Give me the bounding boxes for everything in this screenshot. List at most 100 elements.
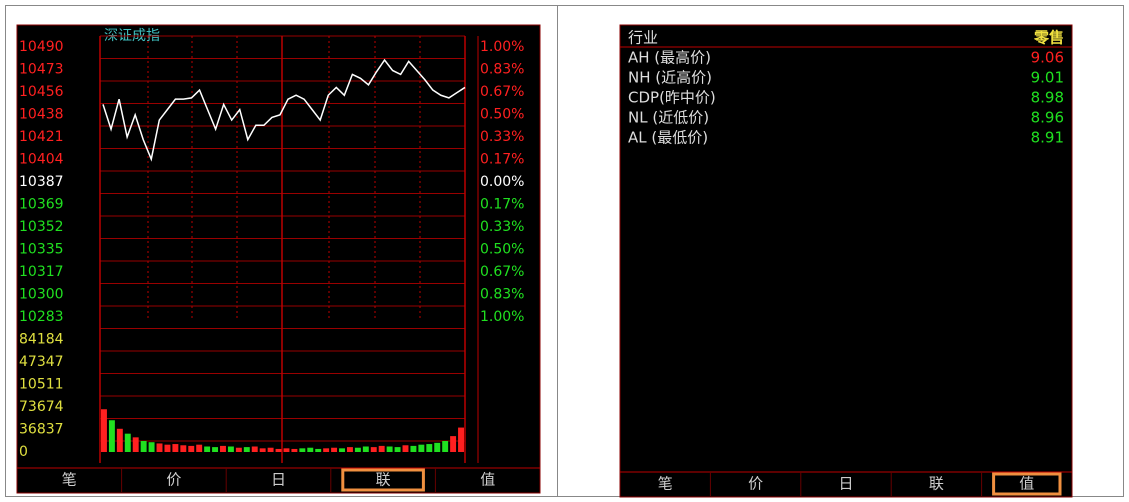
row-label: AL (最低价)	[628, 129, 708, 147]
volume-bar	[124, 433, 131, 452]
tab[interactable]: 值	[1019, 475, 1034, 493]
price-label: 10352	[19, 219, 64, 235]
tab[interactable]: 价	[166, 471, 181, 489]
percent-label: 0.67%	[480, 84, 524, 100]
volume-bar	[101, 409, 107, 452]
tab[interactable]: 联	[929, 475, 944, 493]
volume-bar	[394, 447, 401, 452]
tab[interactable]: 联	[376, 471, 391, 489]
percent-label: 0.50%	[480, 242, 524, 258]
volume-bar	[212, 447, 219, 452]
tab[interactable]: 价	[748, 475, 763, 493]
volume-label: 10511	[19, 377, 64, 393]
price-label: 10387	[19, 174, 64, 190]
header-sector: 零售	[1033, 29, 1064, 47]
tab[interactable]: 值	[480, 471, 495, 489]
volume-bar	[442, 441, 449, 452]
tab[interactable]: 日	[271, 471, 286, 489]
volume-bar	[370, 447, 377, 452]
percent-label: 0.83%	[480, 62, 524, 78]
volume-bar	[172, 444, 179, 452]
right-panel	[619, 24, 1073, 498]
price-label: 10490	[19, 39, 64, 55]
volume-bar	[227, 446, 234, 452]
volume-bar	[450, 436, 457, 452]
volume-bar	[331, 447, 338, 452]
percent-label: 0.83%	[480, 287, 524, 303]
percent-label: 0.33%	[480, 129, 524, 145]
active-tab-box	[992, 472, 1062, 496]
volume-label: 0	[19, 444, 28, 460]
active-tab-box	[341, 468, 425, 492]
volume-bar	[339, 448, 345, 452]
volume-bar	[259, 448, 266, 452]
volume-bar	[346, 447, 353, 452]
volume-bar	[156, 443, 163, 452]
percent-label: 1.00%	[480, 39, 524, 55]
volume-bar	[458, 427, 464, 452]
tab[interactable]: 日	[838, 475, 853, 493]
price-label: 10369	[19, 197, 64, 213]
volume-bar	[188, 445, 195, 452]
price-label: 10317	[19, 264, 64, 280]
row-value: 8.98	[1031, 89, 1064, 107]
row-label: AH (最高价)	[628, 49, 711, 67]
row-value: 9.01	[1031, 69, 1064, 87]
price-label: 10473	[19, 62, 64, 78]
volume-label: 84184	[19, 332, 64, 348]
volume-bar	[323, 448, 330, 452]
volume-bar	[275, 448, 282, 452]
volume-bar	[378, 445, 385, 452]
volume-bar	[204, 446, 211, 452]
volume-bar	[148, 442, 155, 452]
volume-bar	[402, 445, 409, 452]
volume-bar	[108, 420, 115, 452]
price-label: 10300	[19, 287, 64, 303]
price-label: 10456	[19, 84, 64, 100]
percent-label: 0.00%	[480, 174, 524, 190]
volume-bar	[283, 448, 290, 452]
volume-bar	[426, 444, 433, 452]
volume-bar	[267, 447, 274, 452]
tab[interactable]: 笔	[658, 475, 673, 493]
volume-bar	[251, 446, 258, 452]
left-chart: 10490 10473 10456 10438 10421 10404 10387 10369…	[19, 35, 524, 463]
volume-bar	[386, 446, 393, 452]
volume-bar	[132, 437, 139, 452]
volume-bar	[180, 445, 187, 452]
price-label: 10283	[19, 309, 64, 325]
header-label: 行业	[628, 29, 658, 47]
row-value: 9.06	[1031, 49, 1064, 67]
volume-bar	[140, 441, 147, 452]
row-label: NH (近高价)	[628, 69, 712, 87]
volume-label: 36837	[19, 422, 64, 438]
price-line	[102, 58, 466, 162]
price-label: 10438	[19, 107, 64, 123]
volume-bar	[299, 448, 306, 452]
percent-label: 0.33%	[480, 219, 524, 235]
volume-bar	[243, 447, 250, 452]
percent-label: 0.17%	[480, 152, 524, 168]
row-label: NL (近低价)	[628, 109, 709, 127]
volume-bar	[116, 428, 123, 452]
volume-bar	[196, 444, 203, 452]
volume-bar	[315, 448, 322, 452]
volume-label: 47347	[19, 354, 64, 370]
volume-bar	[307, 447, 314, 452]
volume-bar	[291, 448, 298, 452]
volume-bar	[434, 442, 441, 452]
row-value: 8.96	[1031, 109, 1064, 127]
volume-bar	[418, 444, 425, 452]
percent-label: 1.00%	[480, 309, 524, 325]
row-value: 8.91	[1031, 129, 1064, 147]
tab[interactable]: 笔	[62, 471, 77, 489]
percent-label: 0.67%	[480, 264, 524, 280]
percent-label: 0.50%	[480, 107, 524, 123]
price-label: 10335	[19, 242, 64, 258]
volume-label: 73674	[19, 399, 64, 415]
volume-bar	[362, 446, 369, 452]
left-panel	[16, 24, 541, 494]
volume-bar	[354, 447, 361, 452]
row-label: CDP(昨中价)	[628, 89, 716, 107]
